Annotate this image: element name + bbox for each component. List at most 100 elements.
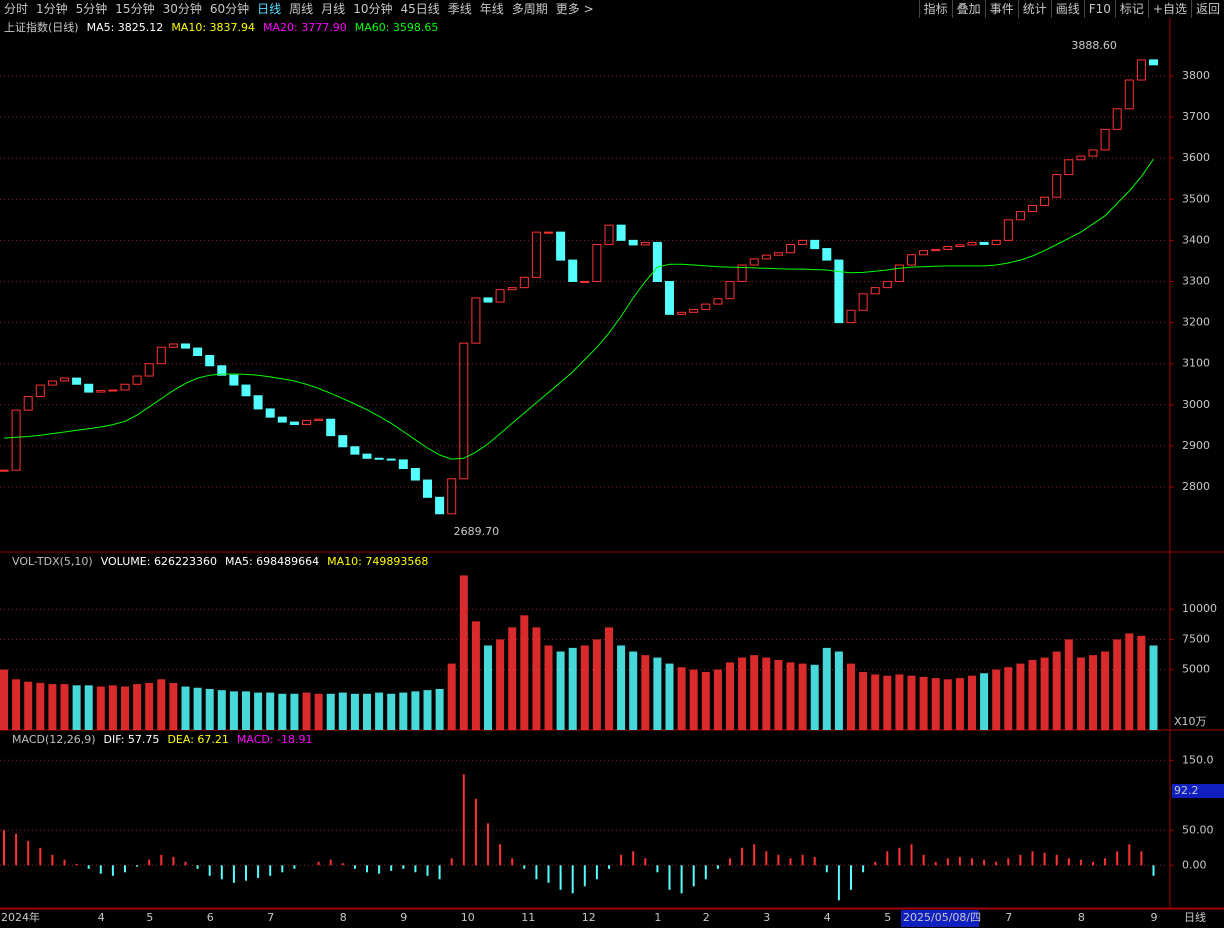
tab[interactable]: 返回	[1190, 0, 1224, 18]
legend-item: MA10: 749893568	[327, 555, 428, 568]
macd-bar	[886, 851, 889, 866]
y-tick-label: 3600	[1182, 151, 1210, 164]
candle	[822, 248, 832, 261]
candle	[725, 280, 735, 300]
tab[interactable]: 标记	[1114, 0, 1148, 18]
x-tick-label: 5	[884, 911, 891, 924]
x-tick-label: 5	[146, 911, 153, 924]
volume-bar	[242, 691, 250, 730]
volume-bar	[641, 655, 650, 730]
low-label: 2689.70	[454, 525, 500, 538]
legend-item: MACD: -18.91	[237, 733, 313, 746]
macd-bar	[1116, 851, 1119, 866]
tab[interactable]: +自选	[1147, 0, 1191, 18]
macd-bar	[995, 861, 998, 866]
tab[interactable]: 事件	[984, 0, 1018, 18]
volume-bar	[411, 691, 420, 730]
tab[interactable]: F10	[1083, 0, 1115, 18]
candle	[193, 347, 203, 356]
tab[interactable]: 日线	[257, 2, 282, 16]
macd-bar	[27, 840, 30, 866]
macd-bar	[39, 847, 42, 866]
candle	[1040, 196, 1050, 206]
tab[interactable]: 多周期	[511, 2, 548, 16]
volume-bar	[713, 669, 722, 730]
candle	[120, 383, 130, 391]
candle	[326, 418, 336, 437]
candle	[677, 311, 687, 315]
x-tick-label: 8	[340, 911, 347, 924]
volume-bar	[1101, 651, 1110, 730]
volume-bar	[399, 692, 408, 730]
volume-bar	[629, 651, 638, 730]
volume-bar	[568, 647, 577, 730]
volume-bar	[350, 693, 359, 730]
y-tick-label: 3200	[1182, 316, 1210, 329]
tab[interactable]: 年线	[479, 2, 504, 16]
x-tick-label: 7	[1005, 911, 1012, 924]
legend-item: MA5: 3825.12	[87, 21, 164, 34]
tab[interactable]: 更多 >	[555, 2, 594, 16]
macd-bar	[172, 856, 175, 866]
legend: MACD(12,26,9) DIF: 57.75 DEA: 67.21 MACD: -…	[12, 733, 313, 746]
candle	[592, 243, 602, 282]
volume-bar	[48, 684, 57, 730]
macd-bar	[547, 865, 550, 883]
tab[interactable]: 季线	[447, 2, 472, 16]
tab[interactable]: 统计	[1017, 0, 1051, 18]
tab[interactable]: 月线	[321, 2, 346, 16]
candle	[870, 287, 880, 295]
tab[interactable]: 指标	[918, 0, 952, 18]
candle	[314, 418, 324, 421]
candle	[786, 243, 795, 254]
tab[interactable]: 45日线	[400, 2, 440, 16]
volume-bar	[423, 690, 432, 730]
candle	[616, 224, 626, 241]
macd-bar	[608, 865, 610, 869]
tab[interactable]: 叠加	[951, 0, 985, 18]
macd-bar	[559, 865, 562, 890]
macd-bar	[366, 865, 368, 873]
x-tick-label: 2	[703, 911, 710, 924]
volume-bar	[520, 615, 529, 730]
candle	[84, 383, 94, 393]
y-tick-label: 7500	[1182, 632, 1210, 645]
macd-bar	[535, 865, 538, 880]
volume-bar	[943, 679, 952, 730]
tab[interactable]: 30分钟	[162, 2, 202, 16]
macd-bar	[741, 847, 744, 866]
candle	[955, 244, 965, 248]
tab[interactable]: 画线	[1050, 0, 1084, 18]
candle	[241, 384, 251, 397]
macd-bar	[716, 865, 719, 869]
tab[interactable]: 60分钟	[209, 2, 250, 16]
candle	[1100, 128, 1110, 151]
candle	[737, 264, 747, 282]
macd-bar	[378, 865, 381, 874]
macd-bar	[789, 858, 792, 866]
candle	[253, 395, 263, 410]
tab[interactable]: 5分钟	[75, 2, 108, 16]
tab[interactable]: 周线	[289, 2, 314, 16]
macd-bar	[160, 854, 163, 866]
candle	[1149, 59, 1158, 66]
macd-bar	[450, 858, 453, 866]
candle	[217, 365, 227, 376]
candle	[689, 308, 699, 313]
tab[interactable]: 1分钟	[36, 2, 68, 16]
candle	[277, 416, 287, 423]
candle	[798, 239, 808, 245]
macd-bar	[426, 865, 429, 876]
macd-bar	[753, 844, 756, 866]
ma-line	[3, 158, 1154, 460]
tab[interactable]: 分时	[4, 2, 29, 16]
volume-bar	[1052, 651, 1061, 730]
volume-bar	[60, 684, 69, 730]
volume-bar	[822, 647, 831, 730]
y-tick-label: 10000	[1182, 602, 1217, 615]
tab[interactable]: 10分钟	[353, 2, 393, 16]
macd-bar	[1092, 861, 1094, 866]
tab[interactable]: 15分钟	[115, 2, 155, 16]
volume-bar	[665, 663, 674, 730]
